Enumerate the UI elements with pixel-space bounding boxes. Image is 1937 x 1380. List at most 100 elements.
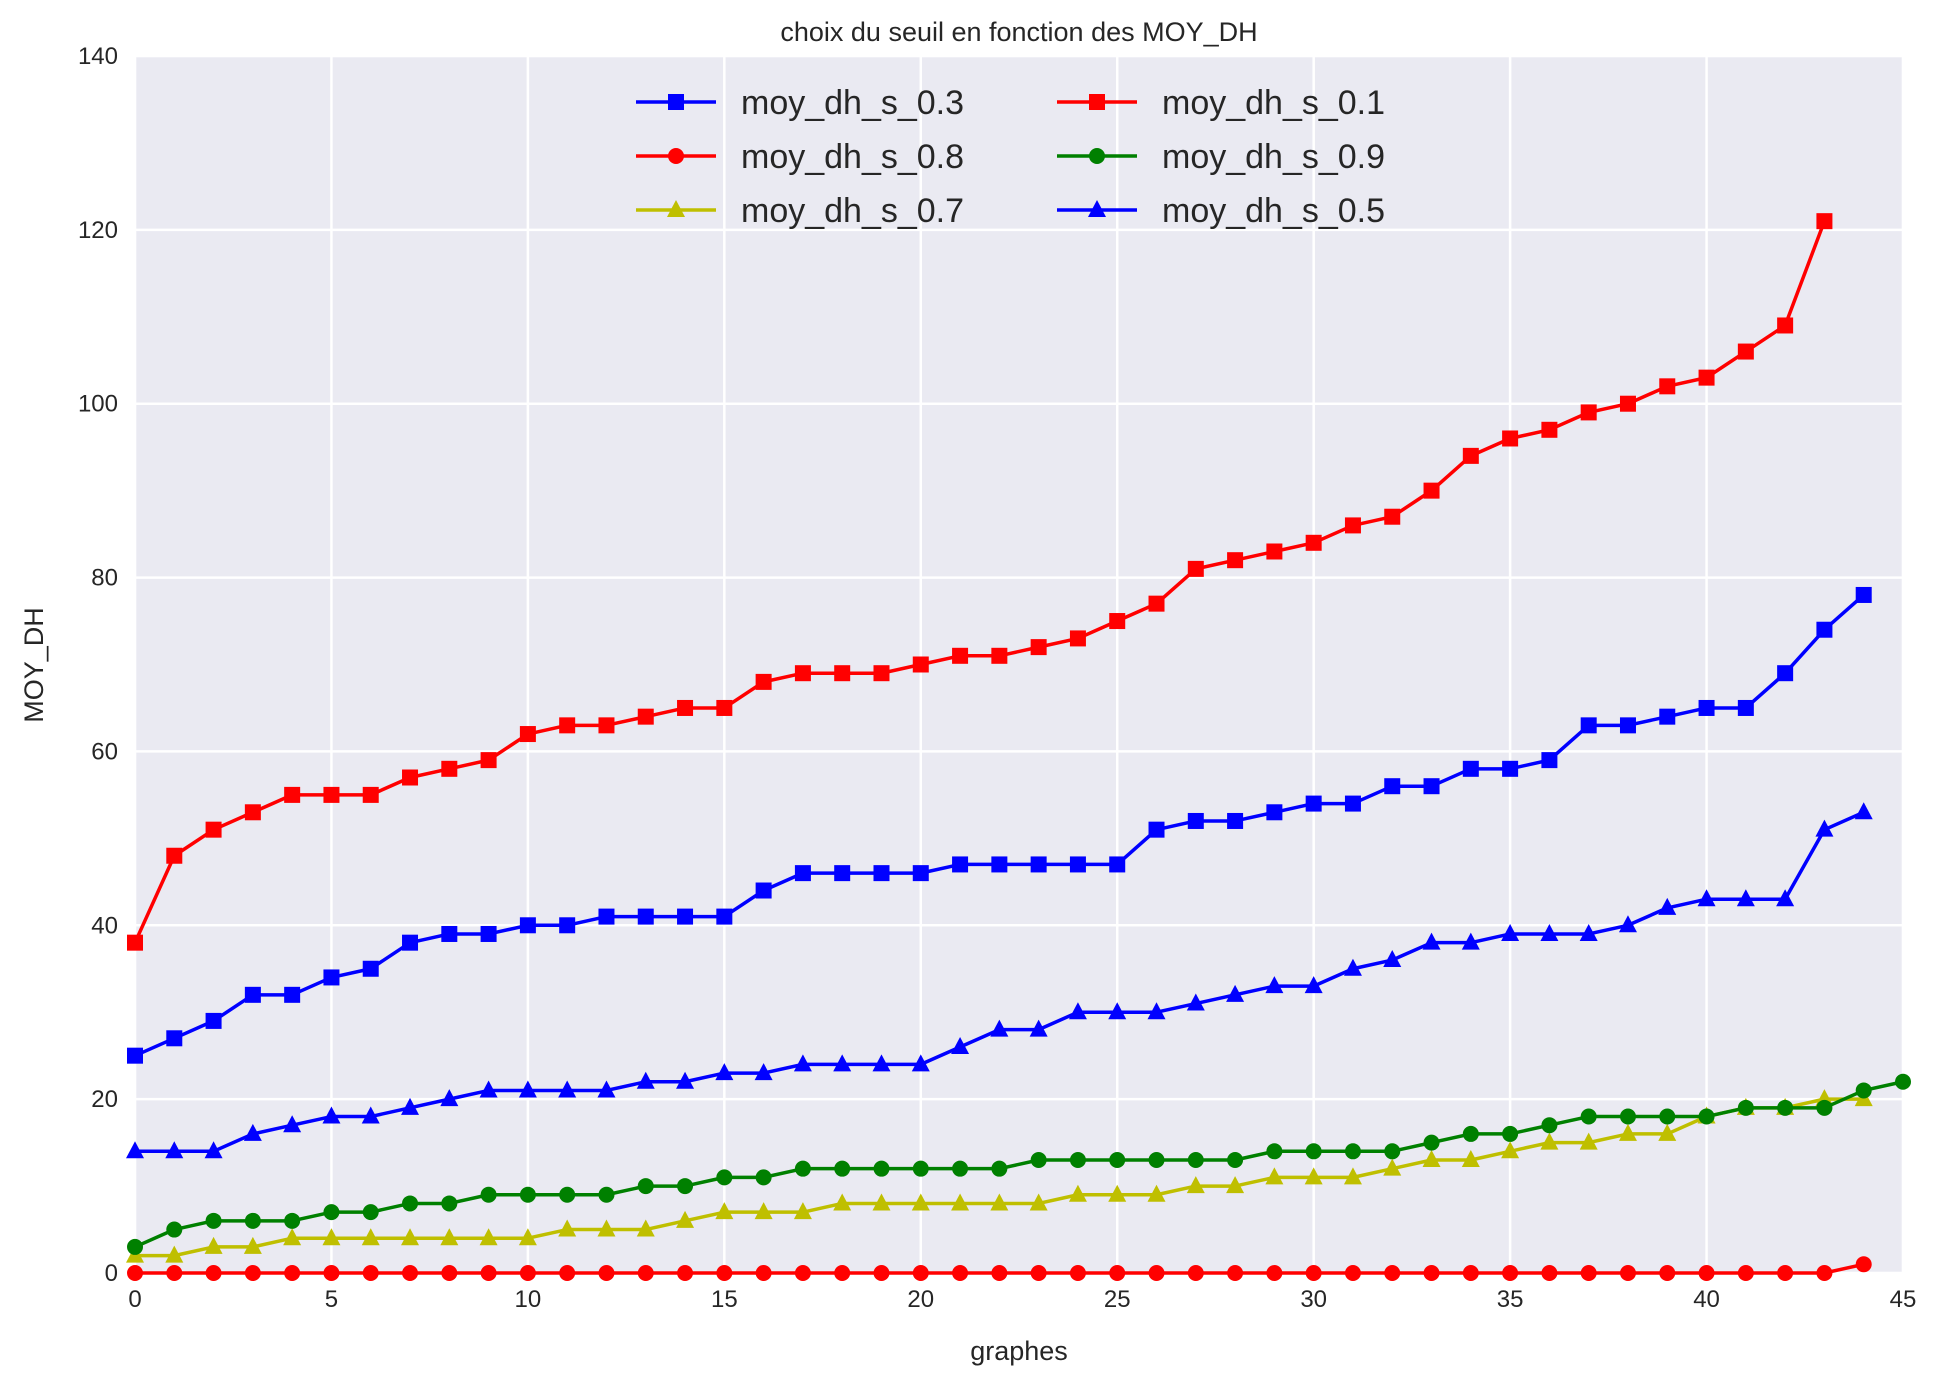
data-point [1109, 613, 1126, 630]
data-point [1383, 1158, 1402, 1176]
series-5 [126, 802, 1873, 1159]
data-point [519, 917, 536, 934]
plot-background [135, 56, 1903, 1273]
data-point [951, 1193, 970, 1211]
data-point [1068, 1002, 1087, 1020]
data-point [1384, 1143, 1401, 1160]
data-point [1895, 1073, 1911, 1090]
data-point [1580, 1265, 1597, 1281]
y-tick-label: 20 [91, 1086, 118, 1113]
data-point [1305, 1143, 1322, 1160]
y-tick-label: 60 [91, 738, 118, 765]
data-point [1619, 1108, 1636, 1125]
data-point [1619, 395, 1636, 412]
data-point [1266, 804, 1283, 821]
data-point [952, 1160, 969, 1177]
data-point [1147, 1184, 1166, 1202]
data-point [1344, 795, 1361, 812]
legend-marker [667, 200, 685, 217]
legend-label: moy_dh_s_0.3 [741, 84, 964, 122]
data-point [323, 1265, 340, 1281]
data-point [1266, 543, 1283, 560]
data-point [1305, 795, 1322, 812]
data-point [1266, 1143, 1283, 1160]
data-point [1069, 630, 1086, 647]
data-point [1265, 1167, 1284, 1185]
data-point [637, 908, 654, 925]
data-point [834, 1265, 851, 1281]
legend-label: moy_dh_s_0.1 [1162, 84, 1385, 122]
x-tick-label: 5 [325, 1286, 338, 1313]
data-point [754, 1202, 773, 1220]
y-tick-label: 40 [91, 912, 118, 939]
data-point [1068, 1184, 1087, 1202]
data-point [1698, 699, 1715, 716]
data-point [205, 821, 222, 838]
data-point [1384, 1265, 1401, 1281]
data-point [243, 1123, 262, 1141]
data-point [1462, 1125, 1479, 1142]
data-point [1737, 1099, 1754, 1116]
data-point [1029, 1019, 1048, 1037]
data-point [912, 656, 929, 673]
data-point [1384, 778, 1401, 795]
y-tick-label: 0 [105, 1260, 118, 1287]
data-point [1030, 639, 1047, 656]
legend-item: moy_dh_s_0.7 [636, 192, 964, 230]
data-point [1187, 560, 1204, 577]
data-point [873, 665, 890, 682]
data-point [1737, 1265, 1754, 1281]
data-point [441, 1265, 458, 1281]
data-point [990, 1019, 1009, 1037]
data-point [166, 1265, 183, 1281]
data-point [990, 1193, 1009, 1211]
data-point [1736, 889, 1755, 907]
data-point [283, 1115, 302, 1133]
data-point [559, 717, 576, 734]
data-point [676, 1071, 695, 1089]
data-point [755, 882, 772, 899]
x-tick-label: 15 [711, 1286, 738, 1313]
data-point [1343, 1167, 1362, 1185]
data-point [1343, 958, 1362, 976]
data-point [1187, 812, 1204, 829]
data-point [323, 786, 340, 803]
data-point [755, 1265, 772, 1281]
data-point [127, 1265, 143, 1281]
series-4 [127, 1073, 1911, 1255]
data-point [833, 1054, 852, 1072]
data-point [1502, 760, 1519, 777]
data-point [1659, 378, 1676, 395]
data-point [1698, 369, 1715, 386]
data-point [205, 1212, 222, 1229]
data-point [440, 1228, 459, 1246]
data-point [1344, 1143, 1361, 1160]
data-point [834, 1160, 851, 1177]
x-tick-label: 30 [1300, 1286, 1327, 1313]
data-point [401, 1228, 420, 1246]
data-point [911, 1054, 930, 1072]
legend-label: moy_dh_s_0.9 [1162, 138, 1385, 176]
data-point [1816, 1265, 1833, 1281]
data-point [912, 865, 929, 882]
data-point [715, 1202, 734, 1220]
data-point [1029, 1193, 1048, 1211]
data-point [402, 1195, 419, 1212]
data-point [1423, 482, 1440, 499]
chart-title: choix du seuil en fonction des MOY_DH [780, 17, 1257, 47]
data-point [793, 1202, 812, 1220]
data-point [480, 925, 497, 942]
data-point [676, 1210, 695, 1228]
data-point [1855, 1256, 1872, 1273]
data-point [1305, 1265, 1322, 1281]
data-point [1579, 1132, 1598, 1150]
x-tick-label: 25 [1104, 1286, 1131, 1313]
data-point [1854, 802, 1873, 820]
data-point [1030, 1265, 1047, 1281]
data-point [1461, 1149, 1480, 1167]
data-point [793, 1054, 812, 1072]
data-point [1148, 821, 1165, 838]
data-point [322, 1106, 341, 1124]
data-point [1618, 1123, 1637, 1141]
data-point [834, 665, 851, 682]
